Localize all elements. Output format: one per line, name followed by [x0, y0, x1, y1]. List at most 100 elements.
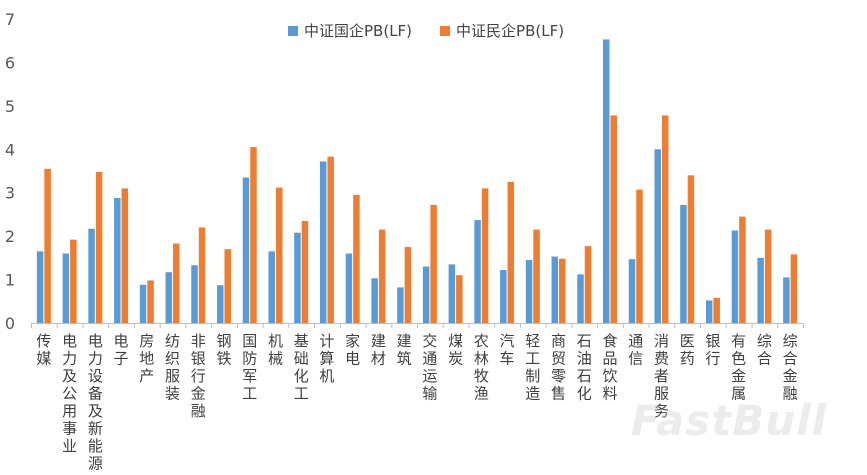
bar-state-owned [371, 278, 378, 323]
x-category-label: 通信 [628, 332, 643, 368]
y-tick-label: 4 [5, 140, 15, 159]
y-tick-label: 5 [5, 97, 15, 116]
bar-state-owned [165, 272, 173, 323]
bar-private [507, 181, 515, 323]
bar-private [456, 275, 463, 323]
bar-state-owned [62, 253, 70, 323]
x-category-label: 食品饮料 [602, 332, 617, 403]
x-category-label: 国防军工 [242, 332, 257, 403]
y-tick-label: 6 [5, 53, 15, 72]
bar-state-owned [114, 197, 121, 323]
x-category-label: 建材 [371, 332, 386, 368]
bar-private [481, 188, 489, 323]
bar-private [713, 297, 720, 323]
bar-private [70, 239, 77, 323]
x-category-label: 石油石化 [577, 332, 592, 403]
bar-state-owned [294, 232, 301, 323]
bar-private [301, 220, 309, 323]
legend-label-state: 中证国企PB(LF) [304, 22, 413, 40]
bar-state-owned [319, 161, 327, 323]
x-category-label: 建筑 [397, 332, 412, 368]
bar-private [661, 115, 669, 323]
bar-private [198, 227, 206, 323]
legend-item-state: 中证国企PB(LF) [288, 20, 412, 41]
x-category-label: 传媒 [36, 332, 51, 368]
bar-private [121, 188, 129, 323]
bar-private [687, 175, 695, 323]
x-category-label: 电力及公用事业 [62, 332, 77, 455]
bar-state-owned [474, 220, 481, 323]
bar-state-owned [191, 265, 198, 323]
bar-private [636, 189, 643, 323]
bar-private [378, 229, 386, 323]
bar-state-owned [705, 300, 713, 323]
bar-state-owned [422, 266, 430, 323]
x-category-label: 机械 [268, 332, 283, 368]
bar-private [790, 254, 798, 323]
bar-state-owned [500, 270, 507, 323]
x-category-label: 基础化工 [294, 332, 309, 403]
bar-private [430, 204, 437, 323]
x-category-label: 商贸零售 [551, 332, 566, 403]
y-tick-label: 1 [5, 271, 15, 290]
x-category-label: 汽车 [500, 332, 515, 368]
bar-private [353, 194, 360, 323]
bar-state-owned [217, 285, 224, 323]
bar-private [404, 247, 412, 323]
x-category-label: 电力设备及新能源 [88, 332, 103, 473]
bar-state-owned [88, 228, 95, 323]
bar-private [147, 280, 154, 323]
bar-state-owned [397, 287, 404, 323]
bar-private [739, 216, 746, 323]
bar-private [173, 243, 180, 323]
x-category-label: 钢铁 [216, 332, 231, 368]
bar-state-owned [680, 204, 687, 323]
x-category-label: 医药 [680, 332, 695, 368]
x-category-label: 消费者服务 [654, 332, 669, 420]
x-axis: 传媒电力及公用事业电力设备及新能源电子房地产纺织服装非银行金融钢铁国防军工机械基… [31, 323, 804, 473]
bar-private [764, 229, 772, 323]
y-tick-label: 3 [5, 184, 15, 203]
y-axis: 0 1 2 3 4 5 6 7 [5, 10, 15, 333]
x-category-label: 房地产 [139, 332, 154, 385]
bar-private [327, 156, 334, 323]
bar-state-owned [268, 251, 275, 323]
legend-item-private: 中证民企PB(LF) [440, 20, 564, 41]
x-category-label: 交通运输 [422, 332, 437, 403]
x-category-label: 有色金属 [731, 332, 746, 403]
x-category-label: 纺织服装 [165, 332, 180, 403]
bar-state-owned [36, 251, 44, 323]
bar-state-owned [603, 39, 610, 323]
x-category-label: 电子 [114, 332, 129, 368]
bar-private [610, 115, 617, 323]
y-tick-label: 0 [5, 314, 15, 333]
bar-state-owned [242, 177, 250, 323]
bar-private [224, 249, 231, 323]
bar-state-owned [757, 257, 764, 323]
bar-state-owned [577, 274, 584, 323]
bars [36, 39, 798, 323]
bar-private [95, 171, 103, 323]
bar-state-owned [628, 259, 636, 323]
legend: 中证国企PB(LF) 中证民企PB(LF) [288, 20, 564, 41]
bar-private [44, 168, 51, 323]
y-tick-label: 7 [5, 10, 15, 29]
bar-private [559, 258, 566, 323]
x-category-label: 轻工制造 [525, 332, 540, 403]
legend-label-private: 中证民企PB(LF) [456, 22, 565, 40]
x-category-label: 计算机 [319, 332, 334, 385]
bar-private [584, 246, 592, 323]
bar-state-owned [551, 256, 559, 323]
x-category-label: 银行 [705, 332, 720, 368]
bar-private [250, 147, 257, 323]
x-category-label: 煤炭 [448, 332, 463, 368]
x-category-label: 综合 [757, 332, 772, 368]
legend-swatch-state [288, 25, 298, 36]
bar-state-owned [525, 260, 533, 323]
x-category-label: 非银行金融 [191, 332, 206, 420]
bar-state-owned [345, 253, 353, 323]
bar-state-owned [139, 284, 147, 323]
watermark-logo: FastBull [631, 396, 827, 445]
bar-state-owned [731, 230, 739, 323]
